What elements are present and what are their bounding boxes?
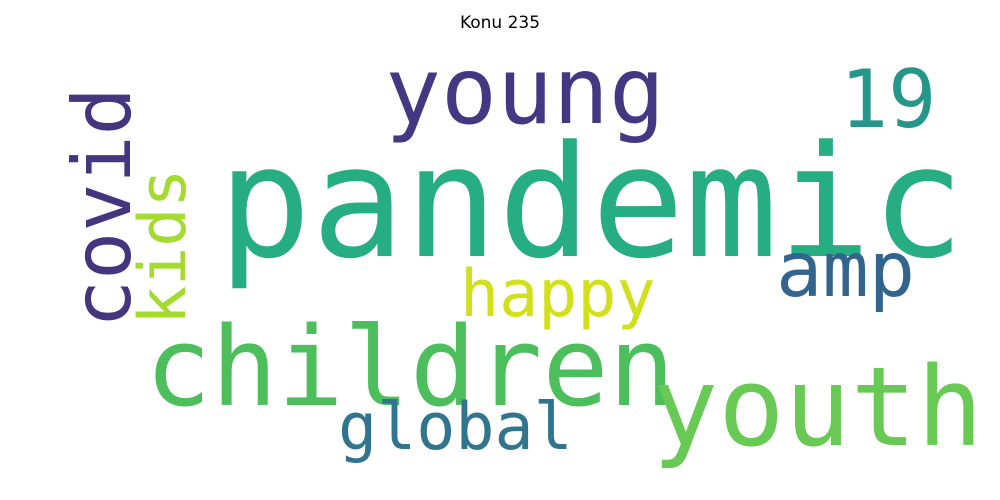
word-pandemic: pandemic	[218, 112, 965, 293]
chart-title: Konu 235	[459, 13, 541, 33]
word-children: children	[145, 303, 675, 431]
word-youth: youth	[652, 343, 984, 471]
word-19: 19	[840, 53, 937, 146]
word-young: young	[385, 37, 665, 145]
word-happy: happy	[460, 257, 656, 332]
word-amp: amp	[776, 226, 916, 315]
word-kids: kids	[126, 168, 201, 325]
word-global: global	[338, 390, 573, 465]
